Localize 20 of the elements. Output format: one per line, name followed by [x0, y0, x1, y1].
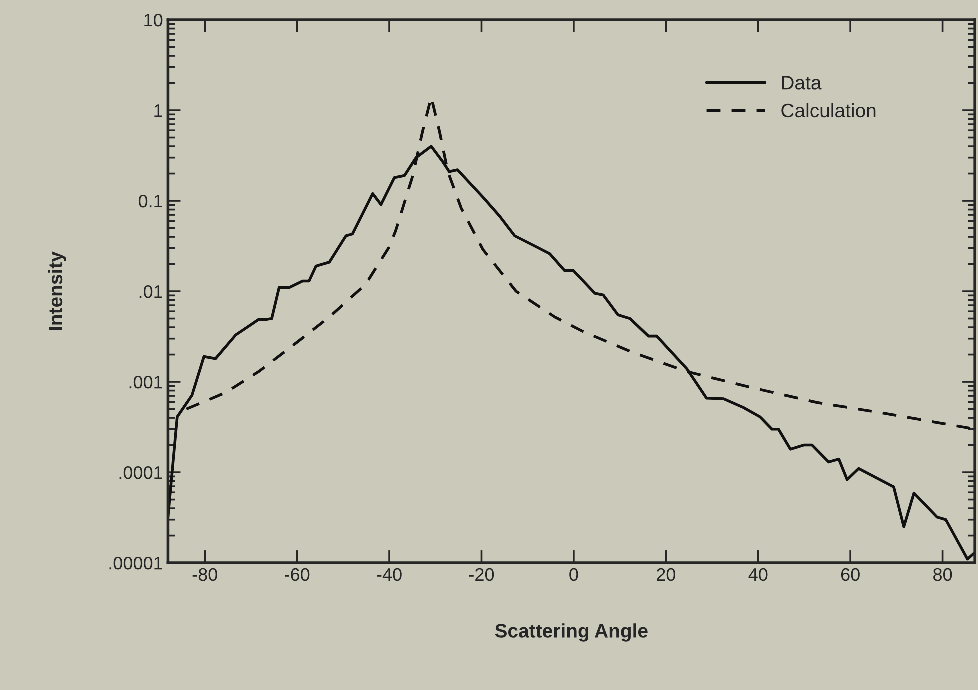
y-tick-label: 1: [154, 104, 162, 118]
x-axis-title: Scattering Angle: [495, 624, 648, 642]
y-tick-label: .001: [130, 376, 162, 389]
x-tick-label: 0: [570, 568, 578, 582]
y-tick-label: .01: [140, 285, 162, 298]
x-tick-label: 60: [841, 568, 860, 582]
x-tick-label: -20: [469, 568, 494, 582]
y-axis-title: Intensity: [48, 252, 66, 330]
y-tick-label: 0.1: [138, 194, 162, 208]
x-tick-label: 40: [748, 568, 768, 582]
x-tick-label: 80: [934, 568, 952, 582]
x-tick-label: 20: [657, 568, 676, 582]
legend-label: Data: [782, 76, 822, 90]
y-tick-label: .00001: [110, 556, 162, 570]
x-tick-label: -40: [377, 568, 402, 582]
legend-label: Calculation: [782, 103, 876, 118]
x-tick-label: -80: [192, 568, 218, 582]
y-tick-label: 10: [144, 14, 163, 27]
x-tick-label: -60: [285, 568, 310, 582]
y-tick-label: .0001: [120, 466, 162, 480]
